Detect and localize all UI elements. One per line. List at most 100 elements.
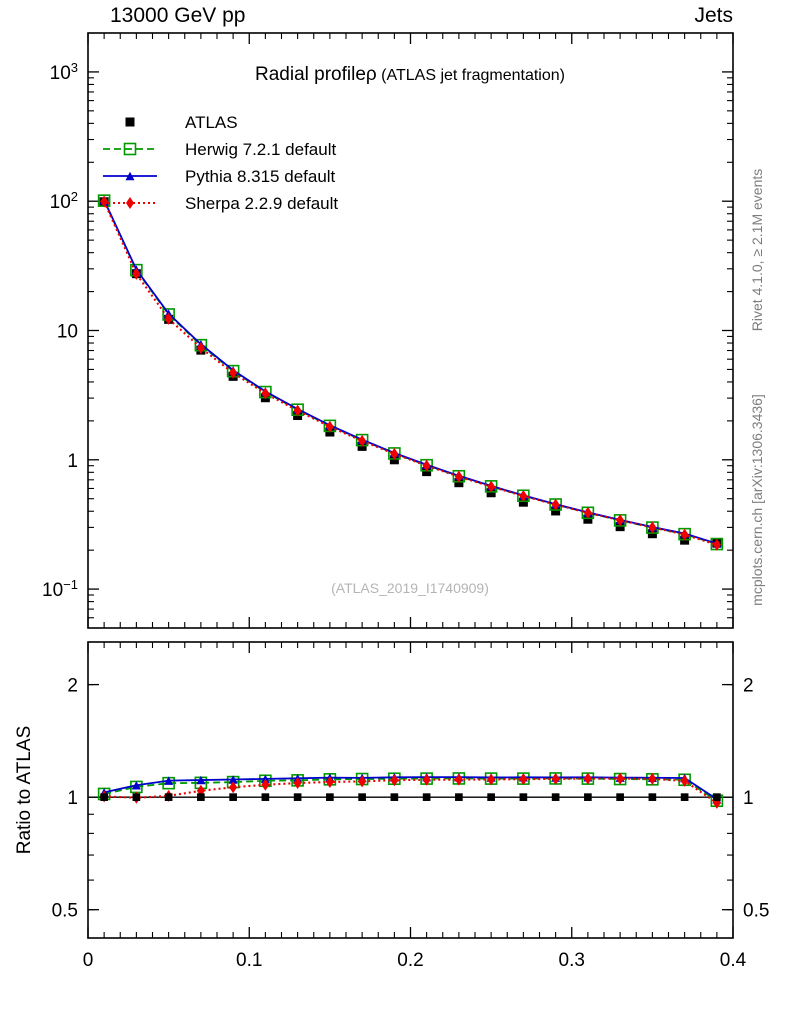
marker-diamond xyxy=(293,404,302,417)
marker-diamond xyxy=(487,480,496,493)
marker-square-filled xyxy=(518,497,528,507)
marker-square-filled xyxy=(584,793,592,801)
marker-diamond xyxy=(648,772,657,785)
sidenote-rivet: Rivet 4.1.0, ≥ 2.1M events xyxy=(749,169,765,332)
marker-diamond xyxy=(126,197,134,209)
legend-label-herwig: Herwig 7.2.1 default xyxy=(185,140,336,159)
marker-square-filled xyxy=(261,793,270,801)
marker-triangle xyxy=(228,775,238,784)
marker-diamond xyxy=(454,470,463,483)
ratio-line-pythia xyxy=(103,776,718,801)
y-tick-label-3: 1 xyxy=(67,451,78,472)
marker-triangle xyxy=(164,776,174,785)
marker-triangle xyxy=(125,171,135,181)
marker-diamond xyxy=(422,773,431,786)
marker-diamond xyxy=(422,459,431,472)
marker-square-filled xyxy=(293,793,302,801)
marker-square-filled xyxy=(616,793,624,801)
ratio-line-sherpa xyxy=(104,777,718,804)
marker-diamond xyxy=(132,267,141,280)
x-tick-label-1: 0.1 xyxy=(236,950,262,971)
marker-diamond xyxy=(519,489,528,502)
marker-diamond xyxy=(390,447,399,460)
ratio-y-tick-label-right-1: 1 xyxy=(743,788,754,809)
ratio-y-tick-label-1: 1 xyxy=(67,788,78,809)
header-right: Jets xyxy=(694,4,733,27)
marker-diamond xyxy=(261,778,270,791)
ratio-y-tick-label-right-0: 0.5 xyxy=(743,901,769,922)
marker-diamond xyxy=(358,775,367,788)
marker-diamond xyxy=(583,506,592,519)
y-tick-label-4: 10−1 xyxy=(42,577,78,602)
marker-square-filled xyxy=(551,506,561,516)
main-line-sherpa xyxy=(103,201,718,546)
marker-diamond xyxy=(616,772,625,785)
x-tick-label-0: 0 xyxy=(83,950,94,971)
legend-label-sherpa: Sherpa 2.2.9 default xyxy=(185,194,338,213)
marker-diamond xyxy=(293,777,302,790)
marker-diamond xyxy=(551,772,560,785)
y-tick-label-0: 103 xyxy=(50,59,78,84)
main-line-herwig xyxy=(103,200,718,545)
marker-square-filled xyxy=(648,793,657,801)
marker-diamond xyxy=(519,773,528,786)
marker-diamond xyxy=(583,772,592,785)
marker-square-filled xyxy=(229,793,237,801)
marker-square-filled xyxy=(422,793,431,801)
marker-square-filled xyxy=(100,793,108,801)
x-tick-label-4: 0.4 xyxy=(720,950,747,971)
marker-square-filled xyxy=(519,793,528,801)
marker-diamond xyxy=(616,514,625,527)
x-tick-label-3: 0.3 xyxy=(559,950,585,971)
marker-square-filled xyxy=(455,793,463,801)
marker-diamond xyxy=(100,195,109,208)
ratio-y-tick-label-right-2: 2 xyxy=(743,676,754,697)
plot-title: Radial profileρ (ATLAS jet fragmentation… xyxy=(255,64,565,85)
marker-diamond xyxy=(164,312,173,325)
marker-square-filled xyxy=(713,793,721,801)
legend-label-atlas: ATLAS xyxy=(185,113,238,132)
marker-diamond xyxy=(261,387,270,400)
marker-triangle xyxy=(131,781,141,790)
marker-square-filled xyxy=(164,793,173,801)
marker-square-filled xyxy=(487,793,495,801)
marker-square-filled xyxy=(197,793,205,801)
marker-diamond xyxy=(390,774,399,787)
marker-square-filled xyxy=(358,793,366,801)
marker-diamond xyxy=(487,773,496,786)
marker-diamond xyxy=(229,781,238,794)
marker-triangle xyxy=(196,775,206,785)
marker-diamond xyxy=(325,775,334,788)
marker-diamond xyxy=(325,420,334,433)
marker-diamond xyxy=(551,498,560,511)
ratio-y-axis-label: Ratio to ATLAS xyxy=(14,726,35,855)
marker-square-filled xyxy=(486,488,496,498)
y-tick-label-1: 102 xyxy=(50,189,78,214)
ratio-y-tick-label-2: 2 xyxy=(67,676,78,697)
marker-square-filled xyxy=(680,793,689,801)
marker-diamond xyxy=(454,773,463,786)
main-line-pythia xyxy=(103,199,718,545)
watermark: (ATLAS_2019_I1740909) xyxy=(331,580,489,596)
marker-diamond xyxy=(680,528,689,541)
y-tick-label-2: 10 xyxy=(57,322,78,343)
marker-square-filled xyxy=(551,793,560,801)
marker-diamond xyxy=(358,434,367,447)
marker-square-filled xyxy=(454,478,464,488)
marker-square-filled xyxy=(583,514,593,524)
marker-square-filled xyxy=(326,793,334,801)
marker-diamond xyxy=(712,538,721,551)
sidenote-mcplots: mcplots.cern.ch [arXiv:1306.3436] xyxy=(749,394,765,606)
marker-diamond xyxy=(196,341,205,354)
ratio-y-tick-label-0: 0.5 xyxy=(52,901,78,922)
marker-diamond xyxy=(229,366,238,379)
marker-square-filled xyxy=(390,793,399,801)
x-tick-label-2: 0.2 xyxy=(397,950,423,971)
header-left: 13000 GeV pp xyxy=(110,4,245,27)
marker-diamond xyxy=(680,774,689,787)
marker-square-filled xyxy=(132,793,141,801)
ratio-panel-frame xyxy=(87,641,734,939)
marker-diamond xyxy=(648,521,657,534)
